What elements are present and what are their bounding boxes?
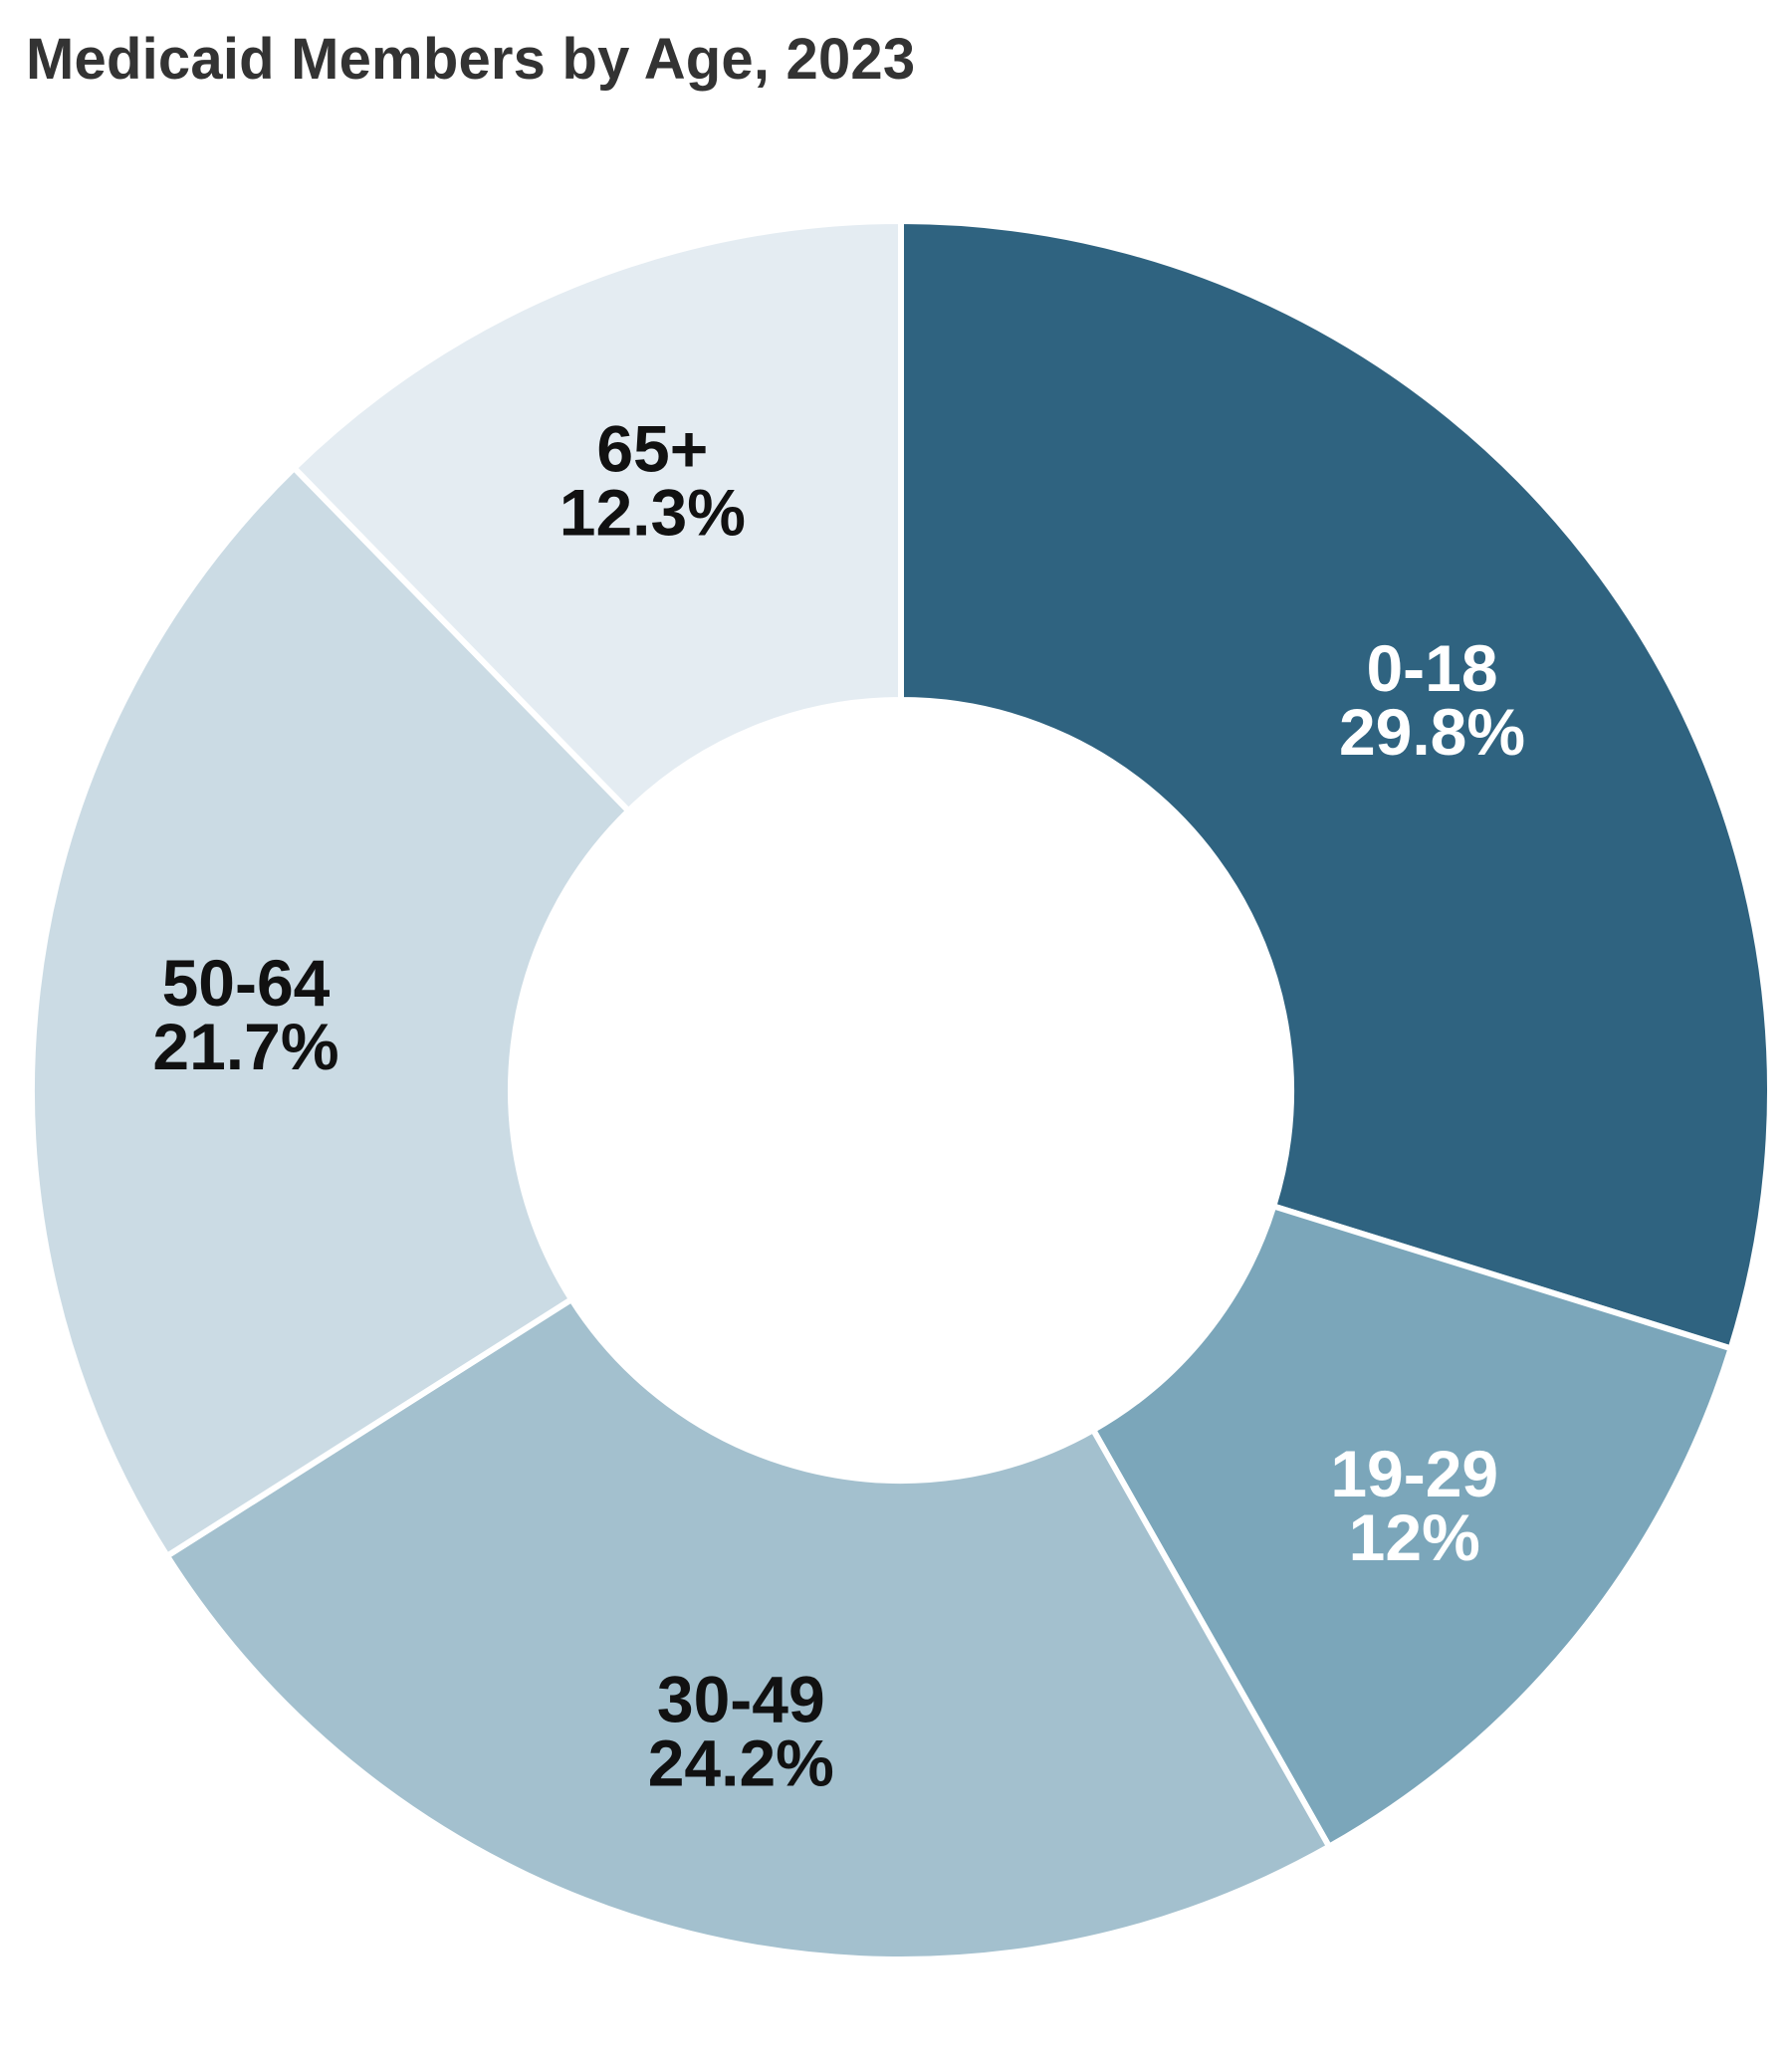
slice-category-label-65plus: 65+: [596, 411, 708, 485]
slice-value-label-0-18: 29.8%: [1339, 695, 1525, 769]
donut-slices: [29, 218, 1773, 1962]
slice-value-label-19-29: 12%: [1349, 1500, 1480, 1574]
chart-title: Medicaid Members by Age, 2023: [26, 27, 916, 92]
slice-value-label-65plus: 12.3%: [560, 475, 746, 549]
slice-category-label-50-64: 50-64: [162, 946, 331, 1020]
slice-19-29: [1090, 1203, 1734, 1850]
slice-0-18: [898, 218, 1773, 1352]
slice-category-label-30-49: 30-49: [657, 1663, 825, 1736]
slice-65plus: [291, 218, 904, 814]
slice-category-label-19-29: 19-29: [1330, 1437, 1498, 1510]
slice-category-label-0-18: 0-18: [1366, 631, 1497, 705]
slice-50-64: [29, 464, 632, 1559]
slice-value-label-30-49: 24.2%: [648, 1726, 834, 1800]
slice-value-label-50-64: 21.7%: [152, 1010, 338, 1083]
slice-30-49: [163, 1296, 1333, 1962]
